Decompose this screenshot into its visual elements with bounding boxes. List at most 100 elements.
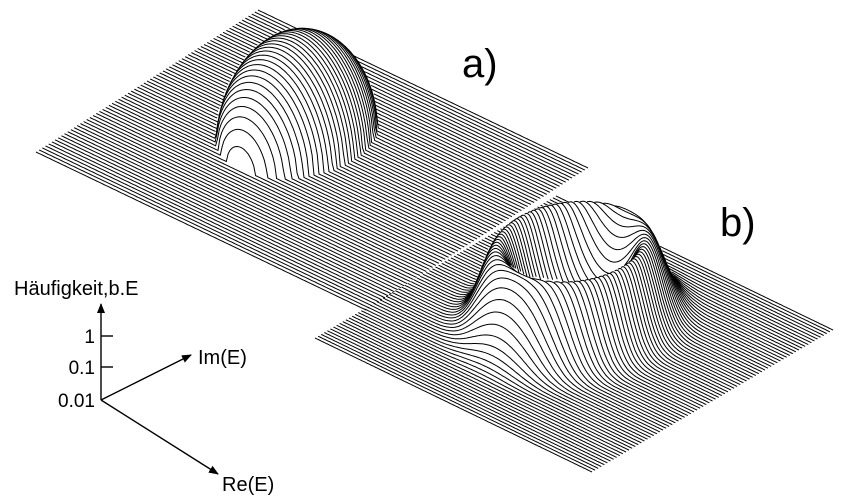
surface-line	[307, 28, 519, 214]
surface-line	[374, 97, 560, 187]
surface-line	[162, 70, 224, 101]
surface-line	[251, 13, 285, 31]
surface-line	[42, 147, 373, 307]
surface-line	[659, 247, 781, 362]
surface-line	[140, 84, 218, 123]
surface-line	[505, 224, 528, 277]
surface-line	[391, 269, 670, 427]
surface-line	[530, 209, 558, 280]
surface-line	[367, 306, 645, 442]
surface-line	[86, 119, 417, 278]
surface-line	[370, 84, 570, 181]
surface-line	[573, 200, 766, 371]
surface-line	[453, 255, 481, 270]
surface-line	[407, 247, 510, 305]
surface-line	[172, 64, 226, 91]
surface-line	[625, 262, 732, 391]
surface-line	[578, 279, 695, 413]
surface-line	[672, 275, 800, 351]
surface-line	[236, 50, 478, 240]
surface-line	[463, 250, 485, 262]
surface-line	[361, 66, 582, 173]
surface-line	[64, 133, 395, 293]
surface-line	[219, 33, 254, 51]
surface-line	[539, 206, 570, 283]
surface-line	[233, 54, 475, 242]
surface-line	[475, 242, 489, 250]
surface-line	[363, 72, 541, 199]
surface-line	[416, 277, 472, 298]
surface-line	[203, 44, 243, 64]
surface-line	[586, 200, 772, 367]
surface-line	[320, 31, 525, 210]
surface-line	[662, 250, 831, 333]
surface-line	[579, 200, 769, 369]
surface-line	[191, 52, 236, 75]
surface-line	[478, 241, 491, 248]
surface-line	[557, 202, 597, 278]
panel-label-b: b)	[720, 201, 756, 245]
surface-line	[38, 149, 370, 309]
vertical-axis-label: Häufigkeit,b.E	[14, 278, 139, 300]
surface-line	[368, 80, 573, 179]
surface-line	[671, 271, 812, 344]
surface-line	[375, 108, 551, 193]
surface-plot-a	[35, 9, 589, 311]
surface-line	[500, 228, 502, 230]
surface-line	[376, 116, 544, 197]
surface-line	[115, 100, 446, 260]
surface-line	[535, 208, 564, 282]
surface-line	[561, 201, 610, 274]
surface-line	[35, 151, 367, 311]
surface-line	[345, 319, 624, 455]
surface-line	[178, 60, 229, 85]
surface-line	[670, 272, 794, 355]
surface-line	[376, 301, 655, 437]
re-axis-arrow	[100, 399, 219, 475]
surface-line	[327, 34, 528, 207]
surface-line	[225, 64, 468, 246]
surface-line	[105, 106, 437, 266]
surface-line	[466, 248, 485, 258]
surface-line	[614, 205, 651, 230]
surface-line	[432, 268, 475, 287]
surface-line	[419, 275, 471, 296]
surface-line	[551, 203, 589, 280]
axes-legend: Häufigkeit,b.E 1 0.1 0.01 Im(E) Re(E)	[14, 278, 274, 496]
surface-line	[623, 264, 729, 393]
surface-line	[353, 55, 538, 201]
surface-line	[83, 121, 414, 281]
surface-line	[584, 278, 698, 411]
surface-line	[67, 131, 398, 291]
surface-line	[628, 260, 735, 389]
surface-line	[662, 254, 784, 360]
surface-line	[102, 108, 433, 268]
tick-label-0-01: 0.01	[58, 391, 95, 412]
surface-line	[631, 255, 741, 386]
surface-line	[667, 265, 787, 358]
surface-line	[228, 59, 471, 244]
surface-line	[336, 324, 614, 460]
surface-line	[435, 266, 475, 285]
surface-line	[481, 264, 484, 269]
surface-line	[537, 206, 541, 209]
surface-line	[635, 251, 747, 382]
surface-line	[484, 237, 494, 243]
re-axis-label: Re(E)	[222, 474, 274, 496]
surface-line	[630, 243, 757, 376]
surface-line	[364, 308, 642, 444]
surface-line	[549, 199, 559, 205]
surface-line	[597, 275, 707, 406]
surface-line	[333, 326, 611, 462]
surface-line	[48, 143, 379, 303]
surface-line	[382, 297, 661, 433]
surface-line	[634, 248, 750, 380]
surface-line	[216, 35, 251, 53]
surface-line	[257, 9, 297, 29]
surface-line	[426, 272, 473, 291]
surface-line	[238, 21, 271, 38]
surface-line	[593, 276, 704, 407]
surface-line	[175, 62, 228, 88]
surface-line	[181, 58, 230, 82]
surface-line	[57, 137, 389, 297]
